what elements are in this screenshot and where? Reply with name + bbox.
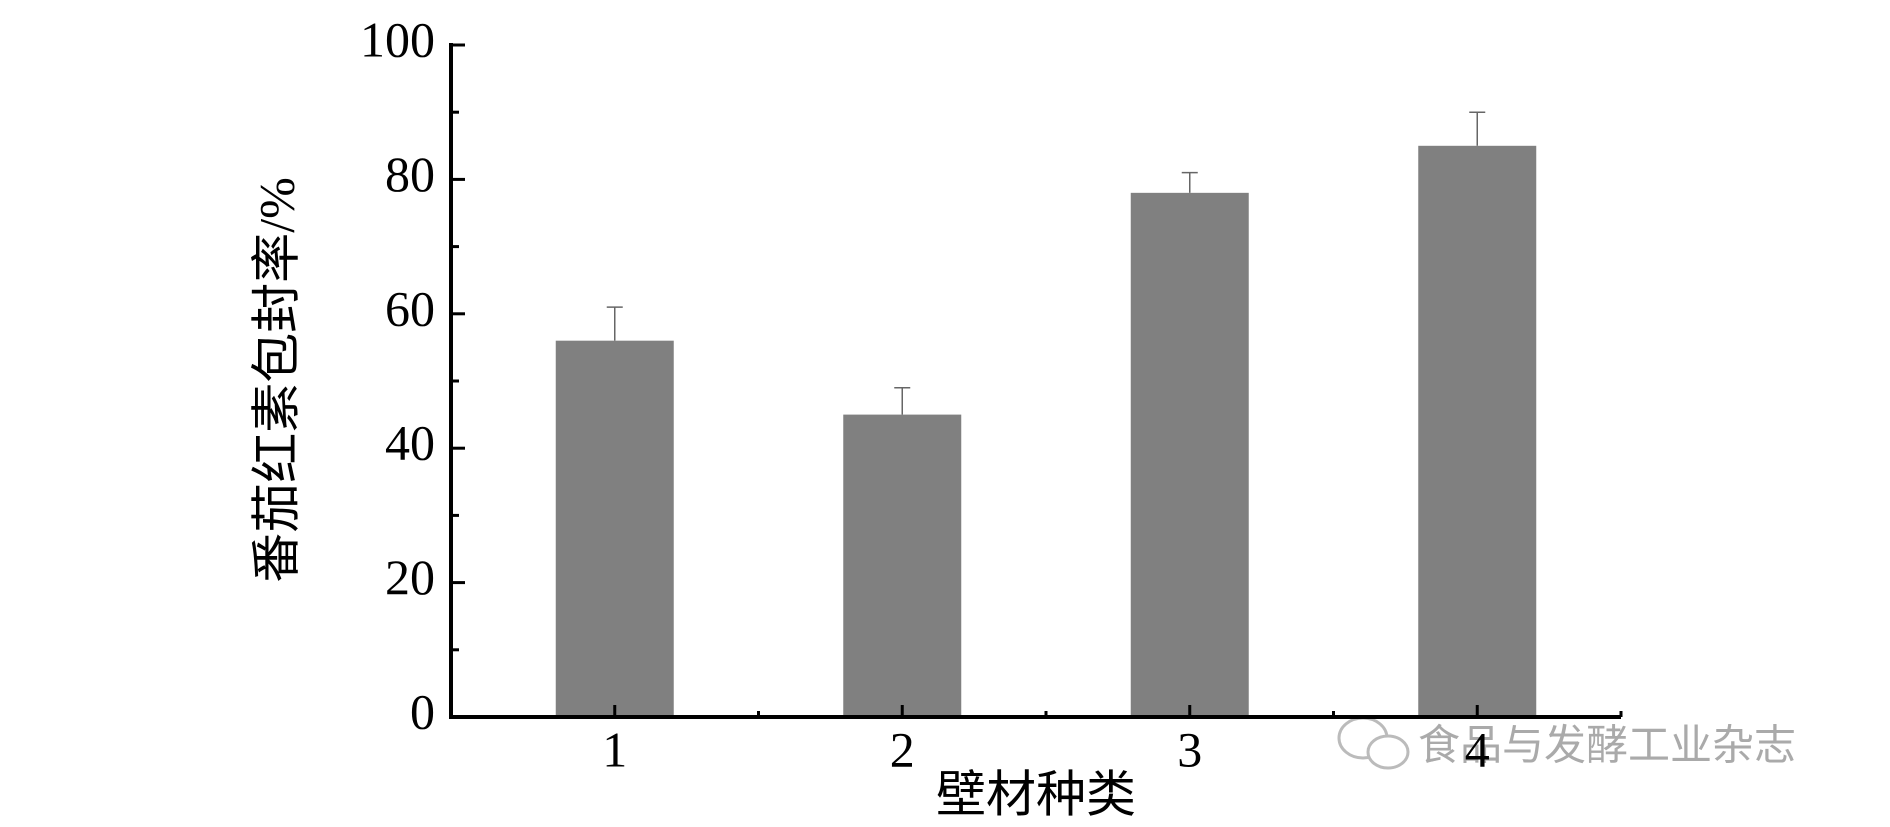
bar [1130,192,1249,718]
x-axis-title: 壁材种类 [936,766,1136,822]
y-axis-title: 番茄红素包封率/% [248,177,304,583]
bar [555,340,674,717]
y-tick-label: 100 [360,11,435,67]
bar [843,414,962,717]
watermark: 食品与发酵工业杂志 [1418,721,1796,770]
y-tick-label: 20 [385,549,435,605]
y-tick-label: 0 [410,683,435,739]
x-tick-label: 1 [602,721,627,777]
y-tick-label: 40 [385,415,435,471]
watermark-icon [1337,716,1410,770]
bar [1418,145,1537,718]
x-tick-label: 4 [1465,721,1490,777]
y-tick-label: 80 [385,146,435,202]
x-tick-label: 3 [1177,721,1202,777]
y-tick-label: 60 [385,280,435,336]
x-tick-label: 2 [890,721,915,777]
